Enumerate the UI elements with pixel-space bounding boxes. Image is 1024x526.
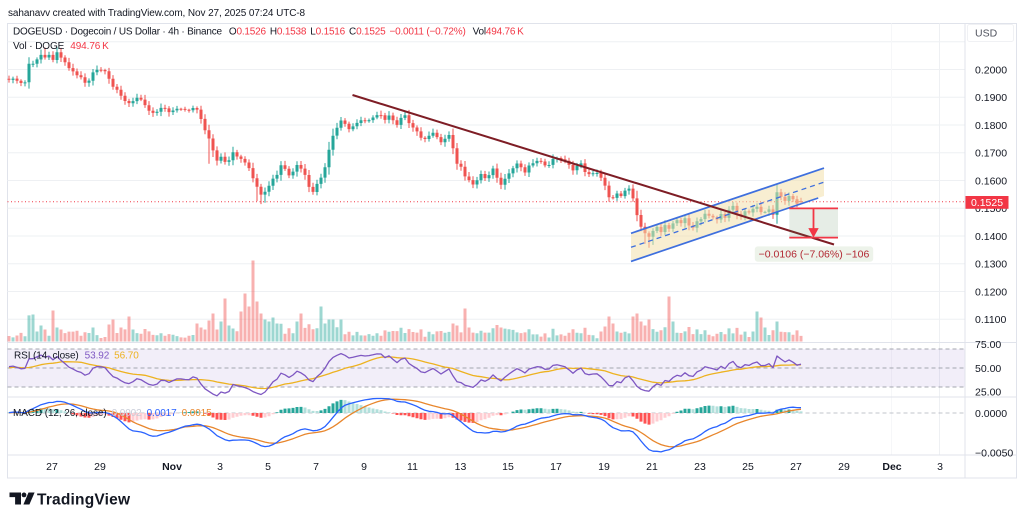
svg-text:21: 21 xyxy=(646,461,658,473)
svg-text:0.1600: 0.1600 xyxy=(975,175,1007,187)
svg-text:11: 11 xyxy=(407,461,418,473)
svg-text:5: 5 xyxy=(265,461,271,473)
svg-text:Nov: Nov xyxy=(162,461,182,473)
svg-text:−0.0050: −0.0050 xyxy=(975,447,1013,459)
svg-text:0.1400: 0.1400 xyxy=(975,231,1007,243)
svg-text:0.2000: 0.2000 xyxy=(975,64,1007,76)
svg-text:3: 3 xyxy=(217,461,223,473)
svg-text:sahanavv created with TradingV: sahanavv created with TradingView.com, N… xyxy=(8,8,306,19)
svg-text:13: 13 xyxy=(455,461,467,473)
svg-text:0.0000: 0.0000 xyxy=(975,408,1007,420)
svg-text:9: 9 xyxy=(361,461,367,473)
svg-text:25.00: 25.00 xyxy=(975,387,1001,399)
svg-text:27: 27 xyxy=(46,461,58,473)
svg-text:0.1700: 0.1700 xyxy=(975,148,1007,160)
svg-text:50.00: 50.00 xyxy=(975,363,1001,375)
svg-text:TradingView: TradingView xyxy=(37,492,131,509)
svg-text:29: 29 xyxy=(94,461,106,473)
svg-text:27: 27 xyxy=(790,461,802,473)
svg-text:15: 15 xyxy=(502,461,514,473)
svg-text:19: 19 xyxy=(598,461,610,473)
svg-text:0.1800: 0.1800 xyxy=(975,120,1007,132)
svg-text:25: 25 xyxy=(742,461,754,473)
svg-text:75.00: 75.00 xyxy=(975,339,1001,351)
svg-text:3: 3 xyxy=(937,461,943,473)
svg-text:0.1300: 0.1300 xyxy=(975,259,1007,271)
svg-text:29: 29 xyxy=(838,461,850,473)
svg-text:USD: USD xyxy=(975,28,998,40)
svg-text:0.1200: 0.1200 xyxy=(975,286,1007,298)
svg-text:Dec: Dec xyxy=(882,461,901,473)
svg-text:7: 7 xyxy=(313,461,319,473)
svg-text:17: 17 xyxy=(550,461,562,473)
svg-text:0.1900: 0.1900 xyxy=(975,92,1007,104)
svg-text:23: 23 xyxy=(694,461,706,473)
svg-text:0.1100: 0.1100 xyxy=(975,314,1006,326)
svg-text:0.1525: 0.1525 xyxy=(971,197,1003,209)
svg-text:−0.0106 (−7.06%) −106: −0.0106 (−7.06%) −106 xyxy=(759,249,870,261)
